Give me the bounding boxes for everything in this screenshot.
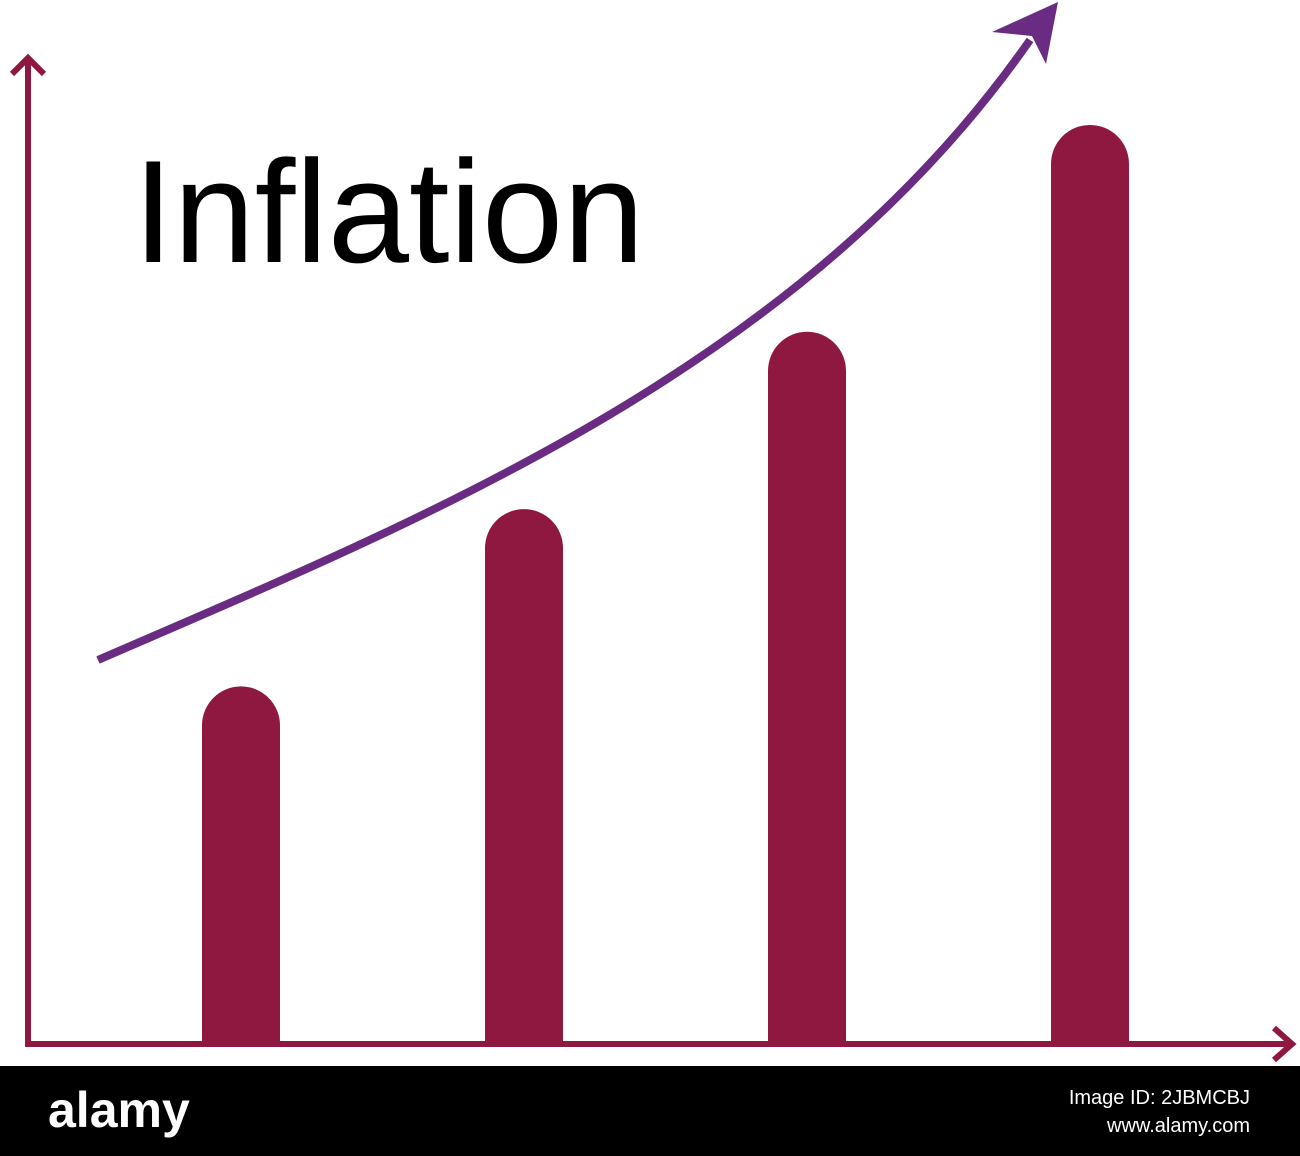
footer-brand: alamy [48,1082,190,1138]
bar [485,509,563,1041]
footer-url: www.alamy.com [1106,1115,1250,1137]
chart-title: Inflation [133,130,644,293]
footer-image-id: Image ID: 2JBMCBJ [1069,1087,1250,1109]
bar [202,686,280,1041]
trend-arrow [96,37,1034,664]
axes [9,53,1297,1063]
footer-bar [0,1066,1300,1156]
trend-arrow-head [992,2,1058,64]
bar [768,331,846,1041]
y-axis-arrow [9,53,47,77]
bar [1051,124,1129,1041]
x-axis-arrow [1272,1025,1297,1063]
bars [202,124,1129,1041]
